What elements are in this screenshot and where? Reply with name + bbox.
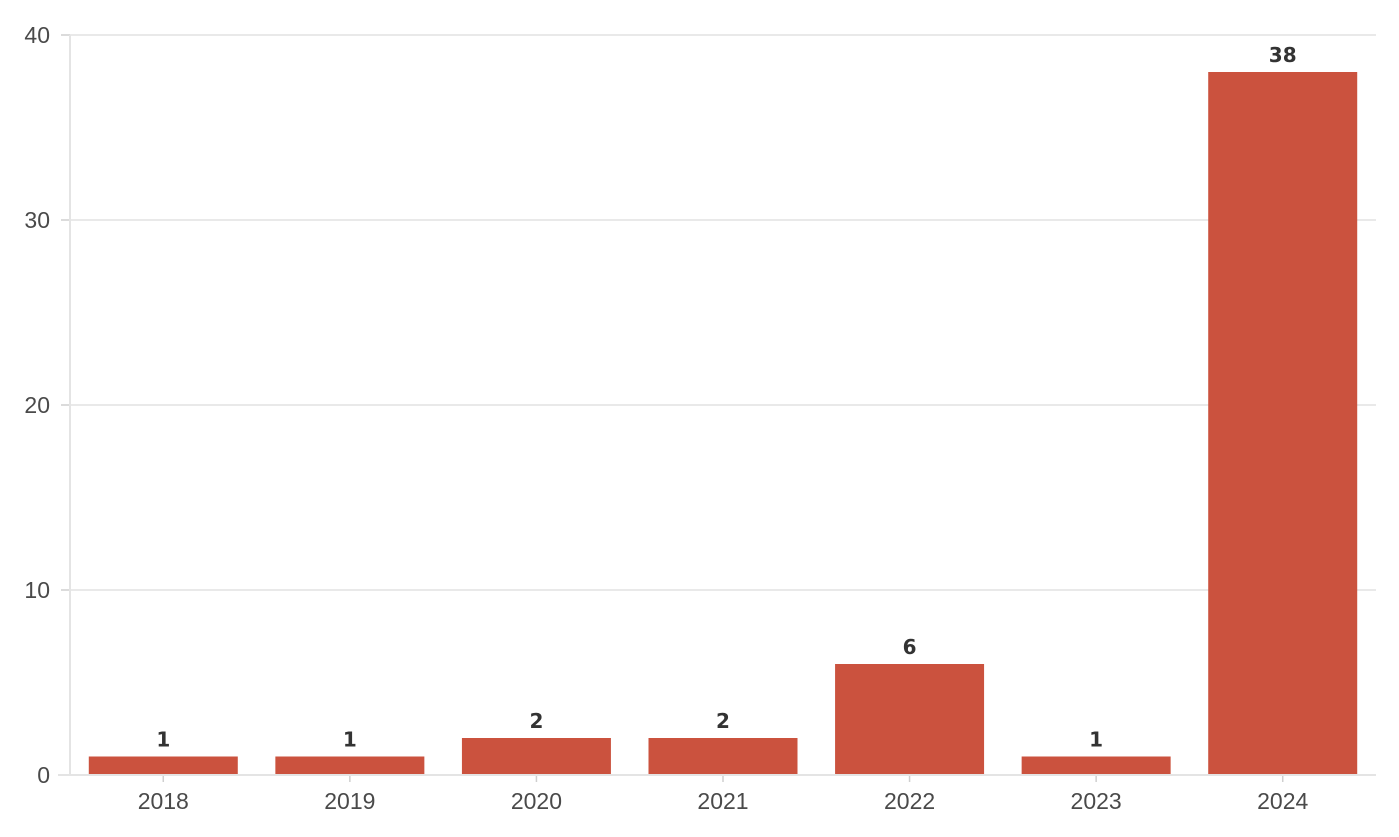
x-tick-label: 2022 xyxy=(884,788,935,814)
bar-2021 xyxy=(648,738,798,775)
bar-value-label: 2 xyxy=(716,709,730,733)
bar-value-label: 1 xyxy=(1089,728,1103,752)
y-axis: 0 10 20 30 40 xyxy=(24,22,71,788)
y-tick-label: 20 xyxy=(24,392,50,418)
bar-2024 xyxy=(1208,72,1358,775)
x-tick-label: 2024 xyxy=(1257,788,1308,814)
y-tick-label: 40 xyxy=(24,22,50,48)
x-tick-label: 2018 xyxy=(138,788,189,814)
bar-2020 xyxy=(461,738,611,775)
bar-2019 xyxy=(275,756,425,775)
bar-value-label: 6 xyxy=(903,635,917,659)
y-tick-label: 0 xyxy=(37,762,50,788)
x-tick-label: 2021 xyxy=(697,788,748,814)
x-axis: 2018 2019 2020 2021 2022 2023 2024 xyxy=(58,774,1376,814)
gridlines xyxy=(70,34,1376,591)
bar-value-labels: 1 1 2 2 6 1 38 xyxy=(156,43,1296,752)
bar-2018 xyxy=(88,756,238,775)
y-tick-label: 30 xyxy=(24,207,50,233)
bar-value-label: 2 xyxy=(529,709,543,733)
bars xyxy=(88,72,1358,775)
bar-2023 xyxy=(1021,756,1171,775)
x-tick-label: 2023 xyxy=(1071,788,1122,814)
y-tick-label: 10 xyxy=(24,577,50,603)
bar-value-label: 38 xyxy=(1269,43,1297,67)
bar-value-label: 1 xyxy=(156,728,170,752)
x-tick-label: 2019 xyxy=(324,788,375,814)
x-tick-label: 2020 xyxy=(511,788,562,814)
bar-value-label: 1 xyxy=(343,728,357,752)
bar-2022 xyxy=(835,664,985,775)
